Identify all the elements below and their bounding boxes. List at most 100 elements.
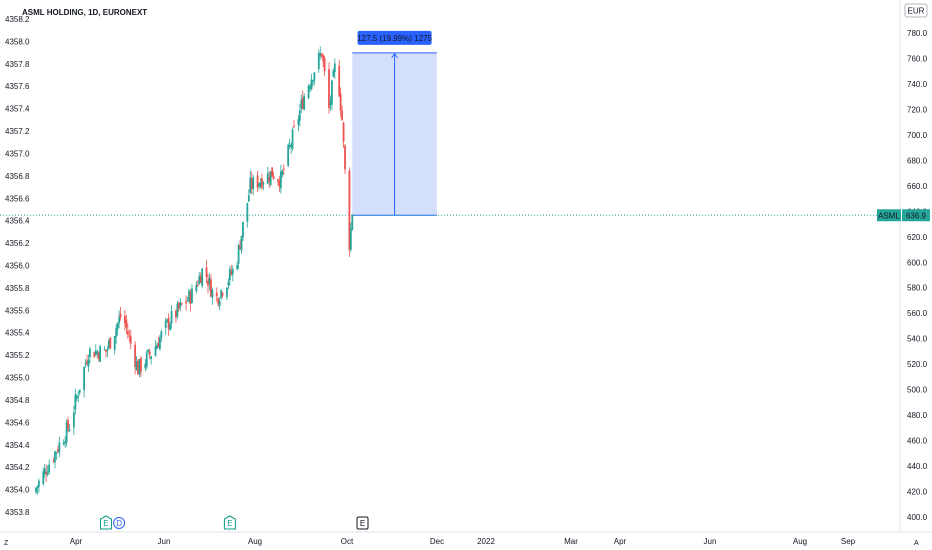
candle-body xyxy=(160,331,163,338)
left-scale-button[interactable]: Z xyxy=(0,536,14,548)
candle-body xyxy=(128,335,131,337)
candle-body xyxy=(323,58,326,72)
right-axis-tick: 760.0 xyxy=(907,54,928,63)
event-marker-dividend[interactable]: D xyxy=(113,517,126,529)
candle-body xyxy=(185,301,188,304)
candle-body xyxy=(35,487,37,493)
chart-title[interactable]: ASML HOLDING, 1D, EURONEXT xyxy=(22,8,147,17)
candle-body xyxy=(256,175,259,188)
event-letter: D xyxy=(116,519,122,528)
candle-body xyxy=(221,292,224,296)
candle-body xyxy=(106,348,109,350)
candle-body xyxy=(46,472,49,475)
candle-body xyxy=(312,80,314,82)
right-axis-tick: 580.0 xyxy=(907,284,928,293)
candle-body xyxy=(328,69,330,109)
candle-body xyxy=(272,176,275,180)
candle-body xyxy=(290,144,292,147)
candle-body xyxy=(38,480,40,487)
right-axis-tick: 780.0 xyxy=(907,29,928,38)
time-axis-tick: 2022 xyxy=(477,537,495,546)
candle-body xyxy=(351,215,354,230)
candle-body xyxy=(129,336,132,344)
candle-body xyxy=(124,315,126,324)
right-axis-tick: 400.0 xyxy=(907,513,928,522)
candle-body xyxy=(54,451,56,463)
candle-body xyxy=(309,86,311,89)
last-price-symbol-bg xyxy=(877,209,901,222)
last-price-badge: ASML 636.9 xyxy=(877,209,930,222)
candle-body xyxy=(239,245,241,250)
candle-body xyxy=(281,170,284,176)
candle-body xyxy=(99,346,102,362)
last-price-value: 636.9 xyxy=(906,211,927,220)
left-price-axis[interactable]: 4358.2 4358.0 4357.8 4357.6 4357.4 4357.2 4357… xyxy=(5,15,30,517)
event-marker-earnings[interactable]: E xyxy=(99,515,112,530)
candle-body xyxy=(107,340,110,348)
candle-body xyxy=(179,302,182,308)
candle-body xyxy=(67,420,69,430)
candle-body xyxy=(45,471,48,475)
time-axis-tick: Mar xyxy=(564,537,578,546)
candle-body xyxy=(297,119,300,125)
auto-scale-button[interactable]: A xyxy=(910,536,924,548)
candle-body xyxy=(75,395,78,399)
event-marker-earnings-upcoming[interactable]: E xyxy=(356,516,369,530)
candle-body xyxy=(68,429,71,432)
candle-body xyxy=(242,221,244,238)
left-axis-tick: 4357.2 xyxy=(5,127,30,136)
candle-body xyxy=(332,70,335,77)
candle-body xyxy=(145,352,148,367)
price-range-label-bg xyxy=(357,30,432,45)
left-axis-tick: 4355.4 xyxy=(5,329,30,338)
candle-body xyxy=(109,337,112,349)
candle-body xyxy=(220,290,223,298)
candle-body xyxy=(217,298,220,305)
price-range-tool[interactable]: 127.5 (19.99%) 1275 xyxy=(352,30,437,216)
candle-body xyxy=(227,281,230,286)
candle-body xyxy=(189,291,192,304)
candle-body xyxy=(208,277,211,284)
currency-button[interactable]: EUR xyxy=(904,3,928,18)
candle-body xyxy=(116,323,119,329)
candle-body xyxy=(93,352,96,358)
candle-body xyxy=(215,292,218,297)
left-axis-tick: 4354.0 xyxy=(5,486,30,495)
right-price-axis[interactable]: 780.0760.0740.0720.0700.0680.0660.0640.0… xyxy=(907,29,928,522)
right-axis-tick: 440.0 xyxy=(907,462,928,471)
candle-body xyxy=(186,300,189,302)
candle-body xyxy=(48,464,51,473)
candle-body xyxy=(291,129,294,149)
left-axis-tick: 4357.8 xyxy=(5,60,30,69)
candle-body xyxy=(279,171,282,189)
candle-body xyxy=(240,235,243,251)
candle-body xyxy=(231,268,234,275)
event-marker-earnings[interactable]: E xyxy=(223,515,236,530)
candle-body xyxy=(210,279,212,297)
time-axis-tick: Apr xyxy=(70,537,83,546)
candle-body xyxy=(236,265,239,269)
candle-body xyxy=(201,268,204,287)
candle-body xyxy=(113,336,116,351)
candle-body xyxy=(175,310,177,318)
candle-body xyxy=(87,359,90,367)
right-axis-tick: 460.0 xyxy=(907,437,928,446)
candle-body xyxy=(164,320,167,328)
event-letter: E xyxy=(227,519,232,528)
candle-body xyxy=(211,289,214,298)
time-axis[interactable]: Apr Jun Aug Oct Dec 2022 Mar Apr Jun Aug Sep xyxy=(70,537,856,546)
left-axis-tick: 4356.4 xyxy=(5,217,30,226)
candle-body xyxy=(150,356,153,359)
candle-body xyxy=(258,183,260,187)
candle-body xyxy=(119,313,122,318)
right-axis-tick: 420.0 xyxy=(907,488,928,497)
candle-body xyxy=(144,363,147,369)
left-axis-tick: 4355.8 xyxy=(5,284,30,293)
right-axis-tick: 520.0 xyxy=(907,360,928,369)
candle-body xyxy=(329,101,332,106)
candle-body xyxy=(96,351,99,355)
candle-body xyxy=(230,270,233,275)
candle-body xyxy=(261,178,263,188)
